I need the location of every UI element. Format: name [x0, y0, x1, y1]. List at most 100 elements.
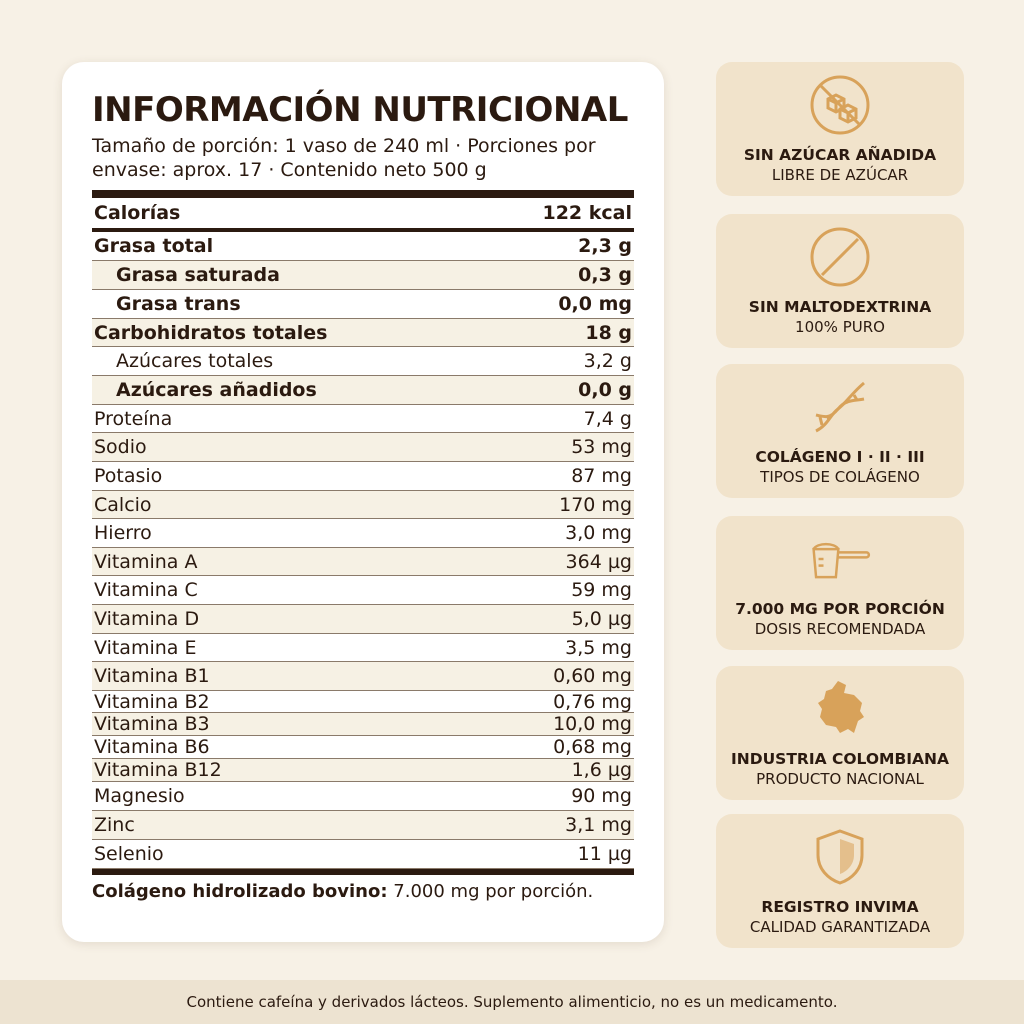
nutrient-label: Vitamina B1 [94, 665, 210, 687]
nutrient-row: Vitamina C 59 mg [92, 576, 634, 605]
badge-colombian-industry: INDUSTRIA COLOMBIANA PRODUCTO NACIONAL [716, 666, 964, 800]
nutrient-value: 3,5 mg [565, 636, 632, 659]
nutrient-row: Potasio 87 mg [92, 462, 634, 491]
nutrient-row: Grasa total 2,3 g [92, 232, 634, 261]
nutrient-value: 0,76 mg [553, 690, 632, 713]
footnote-rest: 7.000 mg por porción. [387, 881, 594, 902]
nutrient-label: Vitamina C [94, 579, 198, 601]
calories-row: Calorías 122 kcal [92, 198, 634, 232]
collagen-footnote: Colágeno hidrolizado bovino: 7.000 mg po… [92, 881, 634, 902]
nutrient-label: Grasa saturada [116, 264, 280, 286]
no-sugar-cubes-icon [807, 72, 873, 138]
nutrient-label: Calcio [94, 493, 152, 516]
nutrient-label: Vitamina E [94, 636, 197, 659]
nutrient-row: Vitamina B6 0,68 mg [92, 736, 634, 759]
nutrient-label: Azúcares totales [116, 350, 274, 372]
nutrient-value: 7,4 g [583, 407, 632, 430]
nutrient-value: 18 g [585, 321, 632, 344]
badge-title: SIN AZÚCAR AÑADIDA [743, 146, 937, 164]
nutrient-label: Zinc [94, 814, 135, 836]
nutrient-value: 90 mg [571, 785, 632, 807]
nutrient-value: 5,0 µg [571, 608, 632, 630]
thick-divider [92, 190, 634, 198]
nutrient-label: Sodio [94, 436, 147, 458]
badge-subtitle: LIBRE DE AZÚCAR [771, 166, 909, 184]
nutrient-label: Proteína [94, 407, 173, 430]
nutrient-label: Grasa total [94, 235, 214, 257]
nutrient-value: 364 µg [565, 550, 632, 573]
nutrient-value: 3,0 mg [565, 522, 632, 544]
calories-value: 122 kcal [542, 202, 632, 224]
nutrient-row: Vitamina B1 0,60 mg [92, 662, 634, 691]
nutrient-row: Grasa saturada 0,3 g [92, 261, 634, 290]
nutrient-label: Vitamina D [94, 608, 200, 630]
nutrient-row: Vitamina A 364 µg [92, 548, 634, 576]
nutrient-label: Selenio [94, 843, 164, 865]
nutrient-value: 53 mg [571, 436, 632, 458]
nutrient-value: 0,0 mg [558, 293, 632, 315]
badge-title: REGISTRO INVIMA [761, 898, 919, 916]
nutrient-row: Vitamina B3 10,0 mg [92, 713, 634, 736]
nutrient-label: Potasio [94, 465, 163, 487]
badge-invima: REGISTRO INVIMA CALIDAD GARANTIZADA [716, 814, 964, 948]
badge-dose: 7.000 MG POR PORCIÓN DOSIS RECOMENDADA [716, 516, 964, 650]
nutrient-value: 0,3 g [578, 264, 632, 286]
nutrient-label: Grasa trans [116, 293, 241, 315]
nutrient-row: Vitamina B2 0,76 mg [92, 691, 634, 713]
nutrient-row: Vitamina B12 1,6 µg [92, 759, 634, 782]
nutrient-label: Vitamina B6 [94, 736, 210, 758]
nutrient-value: 3,2 g [583, 350, 632, 372]
shield-icon [807, 824, 873, 890]
nutrient-row: Vitamina D 5,0 µg [92, 605, 634, 634]
nutrient-value: 0,68 mg [553, 736, 632, 758]
nutrient-row: Proteína 7,4 g [92, 405, 634, 433]
badge-title: SIN MALTODEXTRINA [748, 298, 932, 316]
nutrient-label: Vitamina B12 [94, 759, 222, 781]
badge-no-maltodextrin: SIN MALTODEXTRINA 100% PURO [716, 214, 964, 348]
nutrient-label: Vitamina B3 [94, 713, 210, 735]
nutrient-value: 0,0 g [578, 379, 632, 401]
nutrient-label: Vitamina A [94, 550, 198, 573]
colombia-map-icon [807, 676, 873, 742]
nutrient-value: 1,6 µg [571, 759, 632, 781]
nutrient-value: 2,3 g [578, 235, 632, 257]
panel-title: INFORMACIÓN NUTRICIONAL [92, 90, 628, 130]
nutrient-value: 170 mg [559, 493, 632, 516]
nutrient-row: Sodio 53 mg [92, 433, 634, 462]
nutrient-row: Vitamina E 3,5 mg [92, 634, 634, 662]
badge-subtitle: DOSIS RECOMENDADA [754, 620, 926, 638]
nutrient-value: 87 mg [571, 465, 632, 487]
badge-subtitle: TIPOS DE COLÁGENO [760, 468, 920, 486]
nutrient-row: Azúcares añadidos 0,0 g [92, 376, 634, 405]
nutrient-row: Hierro 3,0 mg [92, 519, 634, 548]
badge-title: COLÁGENO I · II · III [755, 448, 925, 466]
nutrient-label: Azúcares añadidos [116, 379, 317, 401]
nutrient-row: Zinc 3,1 mg [92, 811, 634, 840]
badge-collagen-types: COLÁGENO I · II · III TIPOS DE COLÁGENO [716, 364, 964, 498]
badge-subtitle: 100% PURO [795, 318, 885, 336]
nutrient-row: Selenio 11 µg [92, 840, 634, 869]
nutrient-value: 11 µg [577, 843, 632, 865]
nutrient-row: Azúcares totales 3,2 g [92, 347, 634, 376]
nutrient-value: 59 mg [571, 579, 632, 601]
bottom-divider [92, 869, 634, 875]
disclaimer-text: Contiene cafeína y derivados lácteos. Su… [186, 993, 838, 1011]
calories-label: Calorías [94, 202, 181, 224]
dna-icon [807, 374, 873, 440]
no-symbol-icon [807, 224, 873, 290]
badge-title: INDUSTRIA COLOMBIANA [730, 750, 950, 768]
nutrient-row: Carbohidratos totales 18 g [92, 319, 634, 347]
badge-title: 7.000 MG POR PORCIÓN [735, 600, 945, 618]
nutrient-label: Vitamina B2 [94, 690, 210, 713]
nutrient-label: Carbohidratos totales [94, 321, 328, 344]
badge-no-sugar: SIN AZÚCAR AÑADIDA LIBRE DE AZÚCAR [716, 62, 964, 196]
nutrient-rows: Grasa total 2,3 g Grasa saturada 0,3 g Grasa… [92, 232, 634, 869]
measuring-scoop-icon [807, 526, 873, 592]
nutrient-row: Calcio 170 mg [92, 491, 634, 519]
nutrient-label: Magnesio [94, 785, 185, 807]
badge-subtitle: CALIDAD GARANTIZADA [749, 918, 931, 936]
nutrient-row: Grasa trans 0,0 mg [92, 290, 634, 319]
nutrient-value: 10,0 mg [553, 713, 632, 735]
badge-subtitle: PRODUCTO NACIONAL [756, 770, 924, 788]
nutrient-value: 0,60 mg [553, 665, 632, 687]
